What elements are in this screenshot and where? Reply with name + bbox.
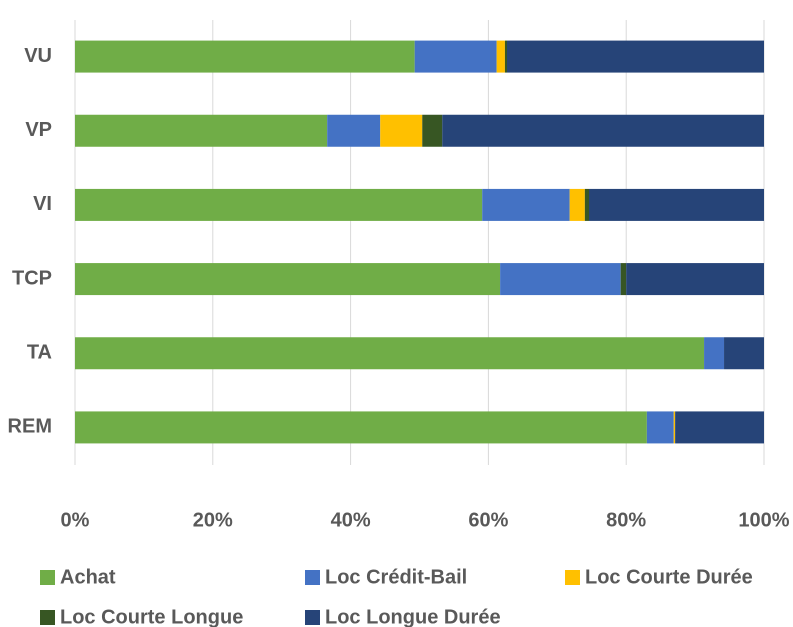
bar-segment xyxy=(75,188,483,221)
bar-segment xyxy=(673,411,676,444)
legend-swatch xyxy=(565,570,580,585)
bar-segment xyxy=(327,114,381,147)
legend-label: Achat xyxy=(60,566,116,588)
x-tick-label: 100% xyxy=(738,509,789,531)
bar-segment xyxy=(704,337,725,370)
legend-label: Loc Longue Durée xyxy=(325,606,501,627)
legend-swatch xyxy=(40,570,55,585)
bar-segment xyxy=(422,114,443,147)
bar-segment xyxy=(75,263,501,296)
bar-segment xyxy=(504,40,508,73)
legend-swatch xyxy=(305,570,320,585)
bar-segment xyxy=(626,263,764,296)
bar-segment xyxy=(75,40,415,73)
legend-swatch xyxy=(305,610,320,625)
legend-label: Loc Courte Durée xyxy=(585,566,753,588)
y-tick-label: VI xyxy=(33,193,52,215)
bar-segment xyxy=(380,114,423,147)
bar-segment xyxy=(442,114,764,147)
bar-segment xyxy=(500,263,621,296)
y-tick-label: VU xyxy=(24,45,52,67)
legend-swatch xyxy=(40,610,55,625)
y-tick-label: TA xyxy=(27,342,52,364)
y-tick-label: VP xyxy=(25,119,52,141)
x-tick-label: 80% xyxy=(606,509,646,531)
bar-segment xyxy=(588,188,764,221)
y-tick-label: TCP xyxy=(12,267,52,289)
bar-segment xyxy=(75,337,705,370)
bar-segment xyxy=(569,188,585,221)
x-tick-label: 20% xyxy=(193,509,233,531)
legend-label: Loc Crédit-Bail xyxy=(325,566,467,588)
bar-segment xyxy=(724,337,764,370)
x-tick-label: 0% xyxy=(61,509,90,531)
legend-label: Loc Courte Longue xyxy=(60,606,243,627)
bar-segment xyxy=(620,263,627,296)
bar-segment xyxy=(75,114,328,147)
x-tick-label: 40% xyxy=(331,509,371,531)
bar-segment xyxy=(414,40,497,73)
bar-segment xyxy=(675,411,764,444)
bar-segment xyxy=(482,188,570,221)
bar-segment xyxy=(584,188,589,221)
y-tick-label: REM xyxy=(8,416,52,438)
bar-segment xyxy=(646,411,674,444)
bar-segment xyxy=(507,40,764,73)
x-tick-label: 60% xyxy=(468,509,508,531)
bar-segment xyxy=(75,411,647,444)
bar-segment xyxy=(496,40,505,73)
